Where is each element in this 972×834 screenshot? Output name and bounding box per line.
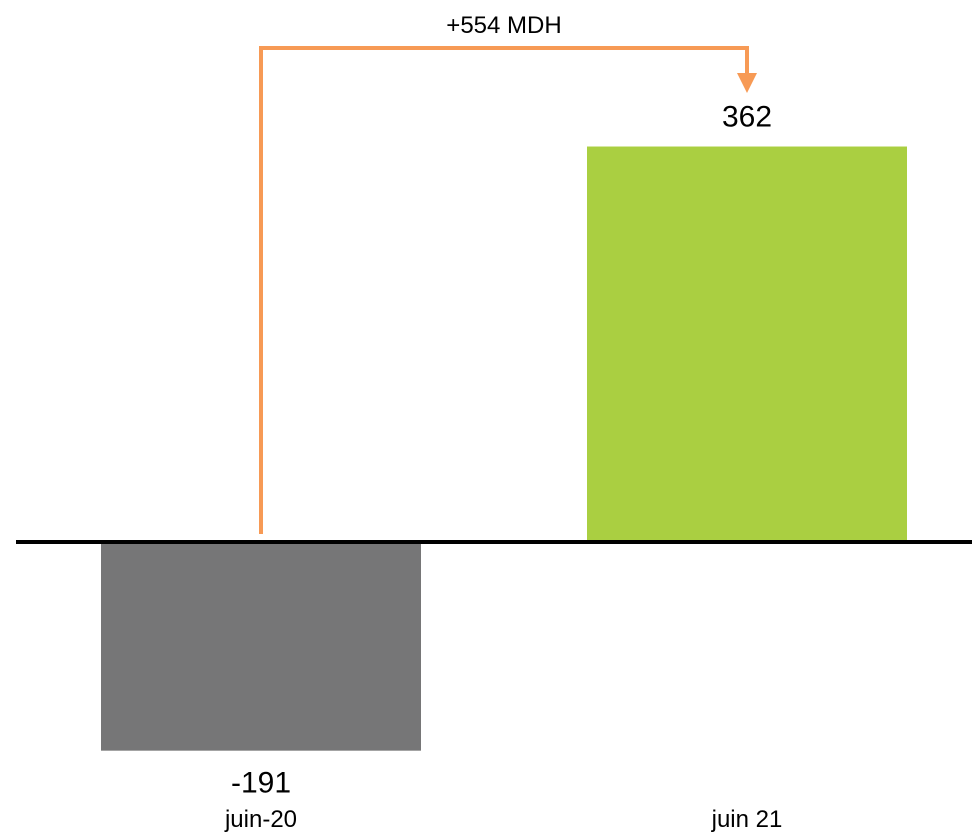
- bar-value-label: 362: [722, 101, 772, 134]
- bar-juin-20: [101, 542, 421, 751]
- category-tick-label: juin-20: [224, 806, 297, 833]
- bar-juin-21: [587, 146, 907, 542]
- change-annotation: +554 MDH: [259, 12, 757, 534]
- change-arrow-line: [259, 46, 749, 534]
- change-annotation-label: +554 MDH: [446, 12, 561, 39]
- labels: -191 juin-20 362 juin 21: [224, 101, 782, 833]
- change-arrow-head: [737, 73, 757, 93]
- category-tick-label: juin 21: [711, 806, 783, 833]
- bars: [101, 146, 907, 751]
- bar-value-label: -191: [231, 767, 291, 800]
